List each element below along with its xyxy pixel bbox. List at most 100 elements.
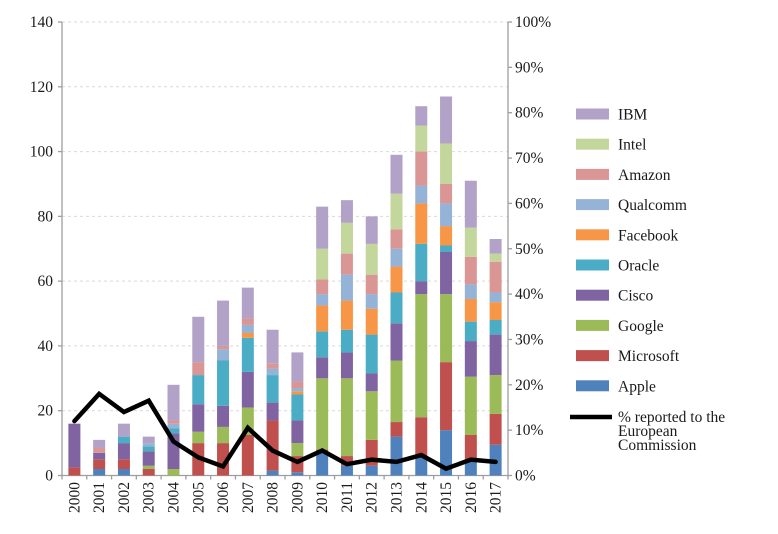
x-axis-year-label: 2012: [364, 482, 381, 513]
legend-swatch-facebook: [576, 229, 609, 241]
bar-segment-ibm-2008: [266, 329, 279, 364]
bar-segment-qualcomm-2017: [489, 292, 502, 303]
x-axis-year-label: 2002: [116, 482, 133, 513]
bar-segment-qualcomm-2013: [390, 248, 403, 267]
axis-labels: 0 20 40 60 80 100 120 140 0% 10% 20% 30% 40% 50% 60% 70…: [30, 14, 552, 513]
bar-segment-cisco-2006: [217, 405, 230, 427]
bar-segment-ibm-2005: [192, 316, 205, 363]
bar-segment-microsoft-2008: [266, 420, 279, 471]
legend-swatch-qualcomm: [576, 199, 609, 211]
bar-segment-cisco-2008: [266, 402, 279, 421]
bar-segment-oracle-2008: [266, 375, 279, 403]
bars: [68, 96, 502, 476]
right-axis-tick-label: 30%: [515, 331, 544, 348]
bar-segment-intel-2014: [415, 125, 428, 152]
right-axis-tick-label: 10%: [515, 422, 544, 439]
legend-label: Apple: [618, 378, 656, 395]
bar-segment-apple-2009: [291, 472, 304, 476]
bar-segment-microsoft-2007: [241, 435, 254, 476]
bar-segment-microsoft-2001: [93, 459, 106, 470]
bar-segment-qualcomm-2004: [167, 423, 180, 429]
bar-segment-qualcomm-2007: [241, 324, 254, 333]
right-axis-tick-label: 100%: [515, 14, 551, 31]
bar-segment-intel-2012: [365, 243, 378, 275]
bar-segment-microsoft-2003: [142, 469, 155, 476]
legend: IBM Intel Amazon Qualcomm Facebook Oracle Cisc…: [570, 107, 725, 454]
legend-swatch-apple: [576, 380, 609, 392]
bar-segment-ibm-2002: [117, 423, 130, 437]
legend-item-qualcomm: Qualcomm: [576, 197, 687, 214]
legend-label: IBM: [618, 107, 648, 124]
bar-segment-ibm-2009: [291, 352, 304, 382]
bar-segment-amazon-2015: [440, 183, 453, 204]
bar-segment-microsoft-2013: [390, 422, 403, 437]
legend-item-amazon: Amazon: [576, 167, 671, 184]
legend-swatch-oracle: [576, 259, 609, 271]
legend-swatch-google: [576, 319, 609, 331]
bar-segment-microsoft-2017: [489, 413, 502, 445]
legend-item-intel: Intel: [576, 137, 646, 154]
x-axis-year-label: 2015: [438, 482, 455, 513]
bar-segment-cisco-2012: [365, 373, 378, 392]
axes: [58, 21, 512, 480]
bar-segment-cisco-2005: [192, 404, 205, 432]
bar-segment-ibm-2006: [217, 300, 230, 346]
bar-segment-facebook-2014: [415, 203, 428, 244]
right-axis-tick-label: 20%: [515, 377, 544, 394]
legend-label: Amazon: [618, 167, 671, 184]
bar-segment-oracle-2005: [192, 375, 205, 405]
legend-swatch-microsoft: [576, 350, 609, 362]
legend-item-facebook: Facebook: [576, 227, 679, 244]
legend-label: Qualcomm: [618, 197, 687, 214]
bar-segment-google-2003: [142, 465, 155, 470]
bar-segment-google-2014: [415, 294, 428, 418]
legend-swatch-amazon: [576, 168, 609, 180]
bar-segment-qualcomm-2009: [291, 388, 304, 392]
bar-segment-facebook-2012: [365, 308, 378, 335]
bar-segment-amazon-2013: [390, 229, 403, 249]
bar-segment-google-2013: [390, 360, 403, 423]
x-axis-year-label: 2011: [339, 482, 356, 512]
bar-segment-amazon-2008: [266, 363, 279, 369]
bar-segment-oracle-2010: [316, 331, 329, 358]
x-axis-year-label: 2016: [463, 482, 480, 513]
bar-segment-amazon-2004: [167, 420, 180, 424]
bar-segment-ibm-2004: [167, 384, 180, 421]
bar-segment-intel-2013: [390, 193, 403, 230]
bar-segment-google-2016: [464, 376, 477, 436]
pct-reported-line: [72, 390, 498, 472]
bar-segment-oracle-2004: [167, 428, 180, 434]
bar-segment-oracle-2017: [489, 320, 502, 335]
bar-segment-qualcomm-2014: [415, 185, 428, 204]
bar-segment-amazon-2005: [192, 362, 205, 376]
legend-label: Oracle: [618, 258, 659, 275]
bar-segment-ibm-2010: [316, 206, 329, 249]
bar-segment-oracle-2015: [440, 245, 453, 252]
bar-segment-ibm-2014: [415, 106, 428, 126]
left-axis-tick-label: 120: [30, 79, 54, 96]
bar-segment-cisco-2010: [316, 357, 329, 379]
bar-segment-google-2011: [340, 378, 353, 457]
x-axis-year-label: 2004: [166, 482, 183, 513]
bar-segment-oracle-2006: [217, 360, 230, 406]
bar-segment-google-2005: [192, 431, 205, 444]
bar-segment-microsoft-2015: [440, 362, 453, 431]
bar-segment-google-2015: [440, 294, 453, 363]
legend-item-ibm: IBM: [576, 107, 648, 124]
bar-segment-cisco-2000: [68, 423, 81, 468]
bar-segment-microsoft-2000: [68, 467, 81, 476]
bar-segment-cisco-2017: [489, 334, 502, 376]
bar-segment-cisco-2015: [440, 251, 453, 295]
bar-segment-cisco-2002: [117, 443, 130, 460]
bar-segment-facebook-2016: [464, 298, 477, 322]
legend-label: Microsoft: [618, 348, 680, 365]
x-axis-year-label: 2013: [389, 482, 406, 513]
bar-segment-facebook-2007: [241, 332, 254, 338]
bar-segment-oracle-2009: [291, 394, 304, 421]
bar-segment-oracle-2003: [142, 446, 155, 452]
bar-segment-apple-2010: [316, 452, 329, 476]
right-axis-tick-label: 0%: [515, 468, 536, 485]
bar-segment-oracle-2011: [340, 329, 353, 353]
